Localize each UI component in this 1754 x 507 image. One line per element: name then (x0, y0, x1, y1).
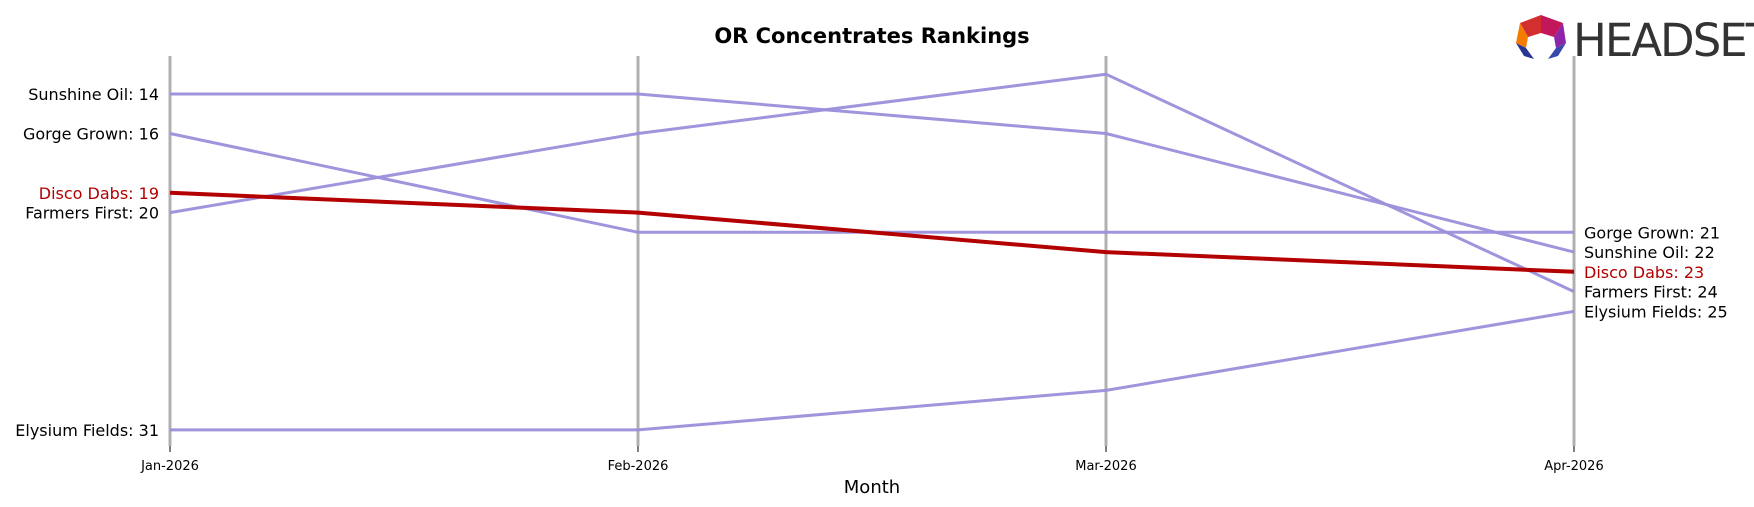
start-rank-label: Farmers First: 20 (25, 204, 159, 223)
rank-labels: Sunshine Oil: 14 Gorge Grown: 16 Disco Dab… (15, 85, 1727, 440)
end-rank-label: Sunshine Oil: 22 (1584, 243, 1715, 262)
end-rank-label: Elysium Fields: 25 (1584, 302, 1728, 321)
start-rank-label: Disco Dabs: 19 (39, 184, 159, 203)
headset-logo-icon (1516, 15, 1566, 59)
x-tick-label: Apr-2026 (1544, 459, 1603, 474)
start-rank-label: Sunshine Oil: 14 (28, 85, 159, 104)
end-rank-label: Gorge Grown: 21 (1584, 223, 1720, 242)
series-line-disco-dabs (169, 190, 1575, 274)
x-ticks: Jan-2026 Feb-2026 Mar-2026 Apr-2026 (140, 446, 1604, 474)
start-rank-label: Gorge Grown: 16 (23, 125, 159, 144)
headset-logo-text: HEADSET (1573, 14, 1754, 67)
x-axis-label: Month (844, 477, 900, 498)
x-tick-label: Feb-2026 (608, 459, 669, 474)
chart-title: OR Concentrates Rankings (714, 24, 1029, 48)
series-line-elysium-fields (170, 309, 1575, 432)
series-line-gorge-grown (169, 132, 1574, 234)
start-rank-label: Elysium Fields: 31 (15, 421, 159, 440)
x-tick-label: Mar-2026 (1075, 459, 1136, 474)
end-rank-label: Disco Dabs: 23 (1584, 263, 1704, 282)
x-tick-label: Jan-2026 (140, 459, 199, 474)
series-lines (169, 72, 1575, 432)
end-rank-label: Farmers First: 24 (1584, 283, 1718, 302)
headset-logo: HEADSET (1516, 14, 1754, 67)
series-line-sunshine-oil (170, 92, 1575, 254)
series-line-farmers-first (169, 72, 1575, 293)
